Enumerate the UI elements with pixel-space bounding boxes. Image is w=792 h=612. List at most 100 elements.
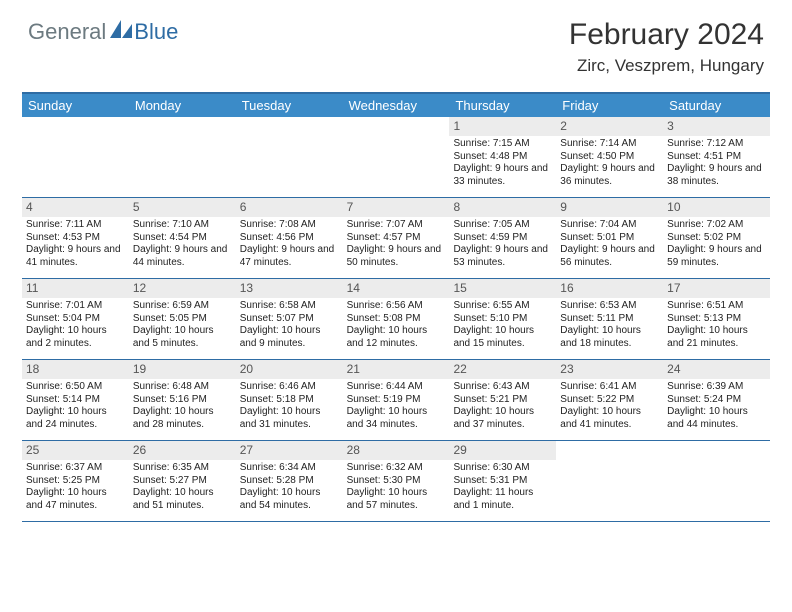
sunrise-line: Sunrise: 7:08 AM — [240, 219, 339, 232]
sunset-line: Sunset: 4:59 PM — [453, 232, 552, 245]
day-number: 16 — [556, 279, 663, 298]
day-text: Sunrise: 6:59 AMSunset: 5:05 PMDaylight:… — [129, 298, 236, 354]
sunrise-line: Sunrise: 7:01 AM — [26, 300, 125, 313]
sunset-line: Sunset: 5:27 PM — [133, 475, 232, 488]
day-cell: 3Sunrise: 7:12 AMSunset: 4:51 PMDaylight… — [663, 117, 770, 197]
daylight-line: Daylight: 9 hours and 41 minutes. — [26, 244, 125, 269]
day-cell: 13Sunrise: 6:58 AMSunset: 5:07 PMDayligh… — [236, 279, 343, 359]
day-cell: 2Sunrise: 7:14 AMSunset: 4:50 PMDaylight… — [556, 117, 663, 197]
day-text: Sunrise: 6:43 AMSunset: 5:21 PMDaylight:… — [449, 379, 556, 435]
sunrise-line: Sunrise: 6:56 AM — [347, 300, 446, 313]
day-number: 10 — [663, 198, 770, 217]
day-cell: 8Sunrise: 7:05 AMSunset: 4:59 PMDaylight… — [449, 198, 556, 278]
day-number: 26 — [129, 441, 236, 460]
sunrise-line: Sunrise: 6:53 AM — [560, 300, 659, 313]
day-text: Sunrise: 7:15 AMSunset: 4:48 PMDaylight:… — [449, 136, 556, 192]
dayheader: Tuesday — [236, 94, 343, 117]
daylight-line: Daylight: 10 hours and 54 minutes. — [240, 487, 339, 512]
daylight-line: Daylight: 10 hours and 51 minutes. — [133, 487, 232, 512]
day-cell: 9Sunrise: 7:04 AMSunset: 5:01 PMDaylight… — [556, 198, 663, 278]
sunset-line: Sunset: 5:25 PM — [26, 475, 125, 488]
sunset-line: Sunset: 5:21 PM — [453, 394, 552, 407]
day-number: 29 — [449, 441, 556, 460]
day-cell: 7Sunrise: 7:07 AMSunset: 4:57 PMDaylight… — [343, 198, 450, 278]
week-row: 1Sunrise: 7:15 AMSunset: 4:48 PMDaylight… — [22, 117, 770, 198]
day-number: 24 — [663, 360, 770, 379]
day-text: Sunrise: 7:08 AMSunset: 4:56 PMDaylight:… — [236, 217, 343, 273]
daylight-line: Daylight: 10 hours and 9 minutes. — [240, 325, 339, 350]
calendar: SundayMondayTuesdayWednesdayThursdayFrid… — [22, 92, 770, 522]
day-cell: 15Sunrise: 6:55 AMSunset: 5:10 PMDayligh… — [449, 279, 556, 359]
sunrise-line: Sunrise: 6:58 AM — [240, 300, 339, 313]
day-cell: 4Sunrise: 7:11 AMSunset: 4:53 PMDaylight… — [22, 198, 129, 278]
sunrise-line: Sunrise: 6:37 AM — [26, 462, 125, 475]
day-number: 3 — [663, 117, 770, 136]
week-row: 25 Sunrise: 6:37 AMSunset: 5:25 PM Dayligh… — [22, 441, 770, 522]
day-cell: 18Sunrise: 6:50 AMSunset: 5:14 PMDayligh… — [22, 360, 129, 440]
sunrise-line: Sunrise: 6:48 AM — [133, 381, 232, 394]
logo-sail-icon — [108, 18, 134, 45]
day-text: Sunrise: 6:34 AMSunset: 5:28 PMDaylight:… — [236, 460, 343, 516]
daylight-line: Daylight: 10 hours and 21 minutes. — [667, 325, 766, 350]
sunset-line: Sunset: 4:54 PM — [133, 232, 232, 245]
location: Zirc, Veszprem, Hungary — [569, 56, 764, 76]
day-text: Sunrise: 7:12 AMSunset: 4:51 PMDaylight:… — [663, 136, 770, 192]
sunrise-line: Sunrise: 7:07 AM — [347, 219, 446, 232]
sunrise-line: Sunrise: 6:35 AM — [133, 462, 232, 475]
day-text: Sunrise: 6:48 AMSunset: 5:16 PMDaylight:… — [129, 379, 236, 435]
day-text: Sunrise: 7:05 AMSunset: 4:59 PMDaylight:… — [449, 217, 556, 273]
sunset-line: Sunset: 5:16 PM — [133, 394, 232, 407]
daylight-line: Daylight: 10 hours and 31 minutes. — [240, 406, 339, 431]
day-cell: 11Sunrise: 7:01 AMSunset: 5:04 PMDayligh… — [22, 279, 129, 359]
daylight-line: Daylight: 9 hours and 33 minutes. — [453, 163, 552, 188]
day-text: Sunrise: 6:55 AMSunset: 5:10 PMDaylight:… — [449, 298, 556, 354]
day-text: Sunrise: 6:32 AMSunset: 5:30 PMDaylight:… — [343, 460, 450, 516]
sunrise-line: Sunrise: 6:50 AM — [26, 381, 125, 394]
sunrise-line: Sunrise: 6:55 AM — [453, 300, 552, 313]
sunrise-line: Sunrise: 6:59 AM — [133, 300, 232, 313]
day-number: 22 — [449, 360, 556, 379]
day-number: 25 — [22, 441, 129, 460]
day-number: 19 — [129, 360, 236, 379]
sunset-line: Sunset: 5:19 PM — [347, 394, 446, 407]
day-cell: 16Sunrise: 6:53 AMSunset: 5:11 PMDayligh… — [556, 279, 663, 359]
sunrise-line: Sunrise: 6:44 AM — [347, 381, 446, 394]
sunrise-line: Sunrise: 7:12 AM — [667, 138, 766, 151]
empty-cell — [343, 117, 450, 197]
empty-cell — [129, 117, 236, 197]
daylight-line: Daylight: 9 hours and 38 minutes. — [667, 163, 766, 188]
sunrise-line: Sunrise: 7:10 AM — [133, 219, 232, 232]
day-text: Sunrise: 6:56 AMSunset: 5:08 PMDaylight:… — [343, 298, 450, 354]
sunset-line: Sunset: 4:53 PM — [26, 232, 125, 245]
day-number: 21 — [343, 360, 450, 379]
daylight-line: Daylight: 10 hours and 5 minutes. — [133, 325, 232, 350]
dayheader: Thursday — [449, 94, 556, 117]
day-text: Sunrise: 7:11 AMSunset: 4:53 PMDaylight:… — [22, 217, 129, 273]
daylight-line: Daylight: 10 hours and 24 minutes. — [26, 406, 125, 431]
day-text: Sunrise: 6:50 AMSunset: 5:14 PMDaylight:… — [22, 379, 129, 435]
day-number: 14 — [343, 279, 450, 298]
day-cell: 21 Sunrise: 6:44 AMSunset: 5:19 PMDayligh… — [343, 360, 450, 440]
sunrise-line: Sunrise: 6:41 AM — [560, 381, 659, 394]
daylight-line: Daylight: 10 hours and 34 minutes. — [347, 406, 446, 431]
daylight-line: Daylight: 9 hours and 59 minutes. — [667, 244, 766, 269]
day-text: Sunrise: 6:39 AMSunset: 5:24 PMDaylight:… — [663, 379, 770, 435]
logo-general: General — [28, 19, 106, 45]
sunset-line: Sunset: 5:22 PM — [560, 394, 659, 407]
day-cell: 5Sunrise: 7:10 AMSunset: 4:54 PMDaylight… — [129, 198, 236, 278]
sunset-line: Sunset: 4:51 PM — [667, 151, 766, 164]
daylight-line: Daylight: 10 hours and 12 minutes. — [347, 325, 446, 350]
day-text: Sunrise: 7:10 AMSunset: 4:54 PMDaylight:… — [129, 217, 236, 273]
day-text: Sunrise: 7:01 AMSunset: 5:04 PMDaylight:… — [22, 298, 129, 354]
day-number: 23 — [556, 360, 663, 379]
dayheader: Saturday — [663, 94, 770, 117]
day-cell: 23Sunrise: 6:41 AMSunset: 5:22 PMDayligh… — [556, 360, 663, 440]
day-cell: 12Sunrise: 6:59 AMSunset: 5:05 PMDayligh… — [129, 279, 236, 359]
week-row: 4Sunrise: 7:11 AMSunset: 4:53 PMDaylight… — [22, 198, 770, 279]
title-block: February 2024 Zirc, Veszprem, Hungary — [569, 18, 764, 76]
day-number: 27 — [236, 441, 343, 460]
day-cell: 29Sunrise: 6:30 AMSunset: 5:31 PMDayligh… — [449, 441, 556, 521]
day-number: 12 — [129, 279, 236, 298]
day-number: 7 — [343, 198, 450, 217]
sunset-line: Sunset: 5:24 PM — [667, 394, 766, 407]
